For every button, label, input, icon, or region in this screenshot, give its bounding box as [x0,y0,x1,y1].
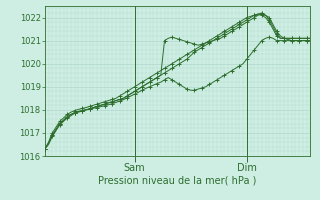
X-axis label: Pression niveau de la mer( hPa ): Pression niveau de la mer( hPa ) [99,176,257,186]
